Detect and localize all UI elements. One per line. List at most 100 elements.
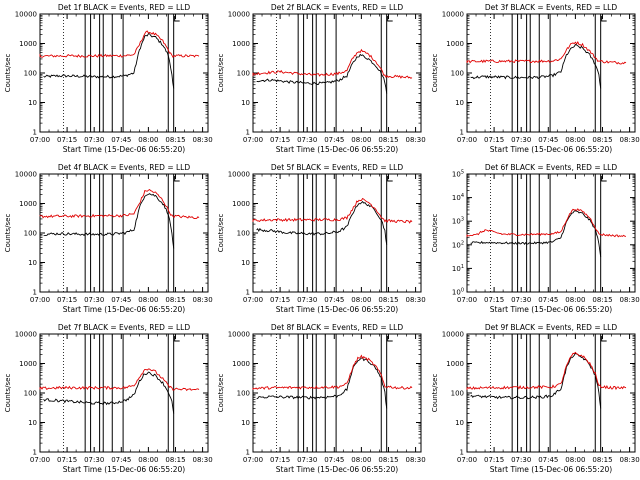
interval-marker-box [526, 173, 531, 293]
series-line-lld [39, 368, 200, 392]
x-tick-label: 08:00 [565, 296, 585, 304]
x-tick-label: 07:30 [511, 456, 531, 464]
x-tick-label: 08:15 [378, 136, 398, 144]
interval-marker-box [594, 13, 602, 133]
y-tick-label: 100 [451, 70, 464, 78]
corner-mark [601, 176, 607, 182]
panel-det-2f: Det 2f BLACK = Events, RED = LLD 1 10 100 10… [217, 3, 426, 154]
x-tick-label: 07:15 [484, 136, 504, 144]
x-tick-label: 07:45 [111, 456, 131, 464]
x-axis-label: Start Time (15-Dec-06 06:55:20) [63, 305, 185, 314]
x-tick-label: 08:15 [592, 296, 612, 304]
interval-marker-box [99, 173, 104, 293]
x-tick-label: 07:00 [243, 136, 263, 144]
y-axis-label: Counts/sec [4, 374, 12, 413]
y-tick-label: 10000 [15, 331, 37, 339]
y-tick-label: 1 [460, 129, 464, 137]
corner-mark [601, 336, 607, 342]
x-tick-label: 07:15 [270, 456, 290, 464]
x-tick-label: 07:00 [457, 136, 477, 144]
series-line-lld [39, 189, 200, 220]
interval-marker-box [526, 13, 531, 133]
x-tick-label: 07:45 [324, 296, 344, 304]
x-tick-label: 07:00 [457, 456, 477, 464]
x-tick-label: 07:15 [57, 456, 77, 464]
series-line-lld [252, 48, 413, 79]
panel-title: Det 7f BLACK = Events, RED = LLD [58, 323, 191, 332]
x-axis-label: Start Time (15-Dec-06 06:55:20) [490, 145, 612, 154]
panel-title: Det 9f BLACK = Events, RED = LLD [485, 323, 618, 332]
y-axis-label: Counts/sec [4, 54, 12, 93]
y-tick-label: 100 [24, 70, 37, 78]
interval-marker-box [99, 333, 104, 453]
interval-marker-box [84, 13, 92, 133]
x-axis-label: Start Time (15-Dec-06 06:55:20) [63, 465, 185, 474]
y-tick-label: 1000 [19, 360, 37, 368]
series-line-events [256, 357, 388, 409]
x-tick-label: 08:30 [619, 136, 639, 144]
series-line-lld [252, 354, 413, 390]
y-tick-label: 103 [452, 217, 464, 226]
y-axis-label: Counts/sec [4, 214, 12, 253]
y-tick-label: 10000 [442, 331, 464, 339]
interval-marker-box [312, 333, 317, 453]
x-tick-label: 08:00 [351, 136, 371, 144]
y-tick-label: 100 [452, 288, 464, 297]
y-tick-label: 1 [246, 129, 250, 137]
y-tick-label: 10000 [442, 11, 464, 19]
y-tick-label: 102 [452, 240, 464, 249]
y-tick-label: 10 [455, 99, 464, 107]
panel-det-6f: Det 6f BLACK = Events, RED = LLD 100 101 10… [431, 163, 640, 314]
x-tick-label: 08:30 [192, 136, 212, 144]
interval-marker-box [297, 13, 305, 133]
panel-det-3f: Det 3f BLACK = Events, RED = LLD 1 10 100 10… [431, 3, 640, 154]
x-tick-label: 07:30 [297, 136, 317, 144]
series-line-events [470, 210, 602, 258]
interval-marker-box [511, 13, 519, 133]
x-tick-label: 08:00 [565, 136, 585, 144]
y-tick-label: 1 [460, 449, 464, 457]
x-tick-label: 07:15 [270, 136, 290, 144]
y-tick-label: 100 [24, 390, 37, 398]
interval-marker-box [84, 173, 92, 293]
y-tick-label: 1 [33, 289, 37, 297]
corner-mark [174, 16, 180, 22]
y-tick-label: 100 [237, 70, 250, 78]
x-tick-label: 07:45 [324, 136, 344, 144]
x-tick-label: 08:00 [351, 456, 371, 464]
panel-det-4f: Det 4f BLACK = Events, RED = LLD 1 10 100 10… [4, 163, 213, 314]
series-line-events [256, 200, 388, 245]
corner-mark [387, 16, 393, 22]
y-tick-label: 1000 [19, 40, 37, 48]
interval-marker-box [538, 333, 551, 453]
panel-det-9f: Det 9f BLACK = Events, RED = LLD 1 10 100 10… [431, 323, 640, 474]
y-tick-label: 1000 [19, 200, 37, 208]
interval-marker-box [99, 13, 104, 133]
y-tick-label: 10000 [228, 171, 250, 179]
x-tick-label: 08:30 [192, 296, 212, 304]
x-tick-label: 08:30 [619, 456, 639, 464]
y-tick-label: 10 [28, 259, 37, 267]
x-tick-label: 07:15 [270, 296, 290, 304]
y-tick-label: 10 [241, 419, 250, 427]
y-tick-label: 105 [452, 170, 464, 179]
y-tick-label: 10 [455, 419, 464, 427]
x-tick-label: 07:30 [511, 296, 531, 304]
x-tick-label: 08:15 [592, 456, 612, 464]
interval-marker-box [511, 333, 519, 453]
x-tick-label: 08:15 [378, 456, 398, 464]
y-tick-label: 1000 [446, 360, 464, 368]
x-tick-label: 07:30 [511, 136, 531, 144]
x-tick-label: 07:15 [57, 136, 77, 144]
y-tick-label: 10 [241, 99, 250, 107]
y-tick-label: 1000 [232, 40, 250, 48]
x-tick-label: 07:30 [84, 456, 104, 464]
x-tick-label: 08:30 [192, 456, 212, 464]
x-axis-label: Start Time (15-Dec-06 06:55:20) [276, 305, 398, 314]
series-line-events [43, 371, 175, 414]
x-tick-label: 08:30 [405, 456, 425, 464]
x-tick-label: 07:00 [243, 456, 263, 464]
panel-det-5f: Det 5f BLACK = Events, RED = LLD 1 10 100 10… [217, 163, 426, 314]
plot-frame [466, 13, 636, 133]
